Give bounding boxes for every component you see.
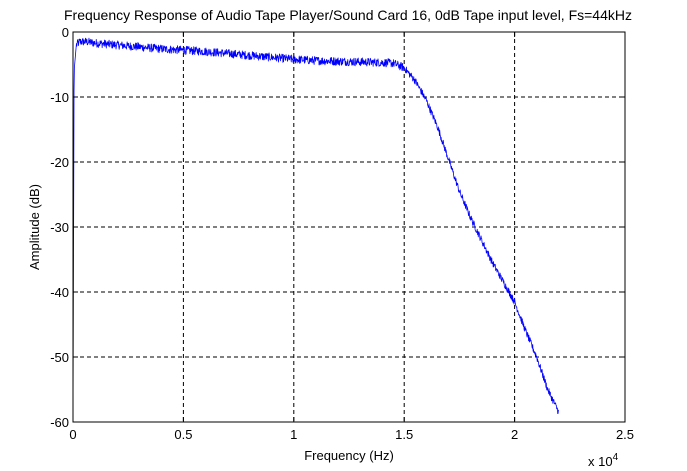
x-tick-label: 1 xyxy=(290,427,297,442)
x-tick-label: 2 xyxy=(511,427,518,442)
axis-ticks: 0 0.5 1 1.5 2 2.5 0 -10 -20 -30 -40 -50 -60 xyxy=(50,25,634,442)
x-axis-exponent: x 104 xyxy=(588,452,619,469)
y-tick-label: -10 xyxy=(50,90,69,105)
chart-title: Frequency Response of Audio Tape Player/… xyxy=(64,7,632,23)
x-axis-exponent-base: x 10 xyxy=(588,454,613,469)
y-tick-label: -40 xyxy=(50,285,69,300)
grid xyxy=(73,32,625,422)
y-tick-label: 0 xyxy=(62,25,69,40)
x-tick-label: 2.5 xyxy=(616,427,634,442)
x-tick-label: 1.5 xyxy=(395,427,413,442)
y-axis-label: Amplitude (dB) xyxy=(27,184,42,270)
x-tick-label: 0 xyxy=(69,427,76,442)
x-axis-label: Frequency (Hz) xyxy=(304,448,394,463)
y-tick-label: -30 xyxy=(50,220,69,235)
x-tick-label: 0.5 xyxy=(174,427,192,442)
series-line xyxy=(72,37,559,423)
y-tick-label: -60 xyxy=(50,415,69,430)
series-group xyxy=(72,37,559,423)
y-tick-label: -50 xyxy=(50,350,69,365)
y-tick-label: -20 xyxy=(50,155,69,170)
x-axis-exponent-power: 4 xyxy=(613,452,619,463)
